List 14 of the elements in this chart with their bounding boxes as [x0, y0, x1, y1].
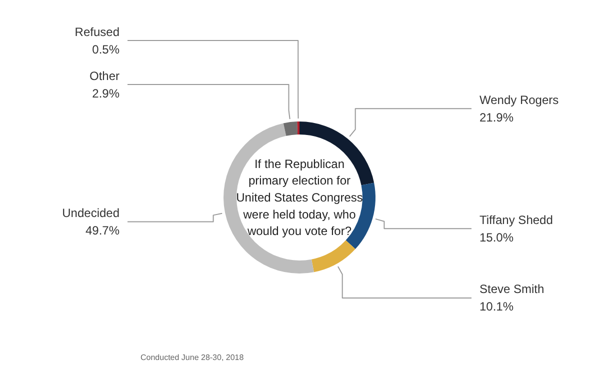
slice-label: Refused [74, 24, 120, 39]
slice-label: Tiffany Shedd [480, 212, 553, 227]
data-label: 21.9% [480, 110, 514, 124]
data-label: 49.7% [85, 224, 120, 238]
data-label: 15.0% [480, 230, 514, 244]
data-label: 10.1% [480, 300, 514, 314]
data-label: 2.9% [92, 86, 120, 100]
text: If the Republican primary election for United States Congress were held today, who would you vote for? [236, 156, 363, 238]
slice-label: Wendy Rogers [480, 92, 559, 107]
slice-label: Steve Smith [480, 282, 544, 296]
slice-label: Other [89, 68, 120, 83]
slice-label: Undecided [62, 206, 120, 220]
text: Conducted June 28-30, 2018 [140, 353, 244, 362]
data-label: 0.5% [92, 42, 120, 56]
